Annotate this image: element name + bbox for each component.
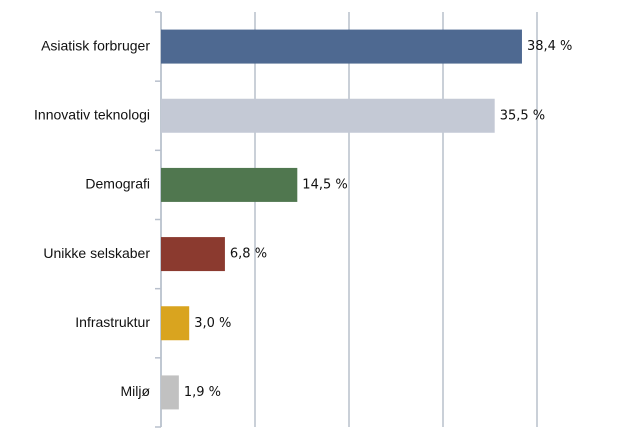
bar	[161, 375, 179, 410]
category-label: Unikke selskaber	[43, 245, 150, 261]
value-label: 1,9 %	[184, 385, 221, 400]
category-label: Miljø	[120, 383, 150, 399]
bar	[161, 29, 522, 64]
category-label: Infrastruktur	[75, 314, 150, 330]
category-label: Asiatisk forbruger	[41, 37, 150, 53]
value-label: 3,0 %	[194, 316, 231, 331]
bar	[161, 167, 298, 202]
bar	[161, 98, 495, 133]
value-label: 35,5 %	[500, 108, 545, 123]
value-label: 14,5 %	[302, 177, 347, 192]
bar	[161, 306, 190, 341]
value-label: 38,4 %	[527, 39, 572, 54]
category-label: Demografi	[85, 176, 150, 192]
category-label: Innovativ teknologi	[34, 106, 150, 122]
value-label: 6,8 %	[230, 247, 267, 262]
bar	[161, 237, 225, 272]
